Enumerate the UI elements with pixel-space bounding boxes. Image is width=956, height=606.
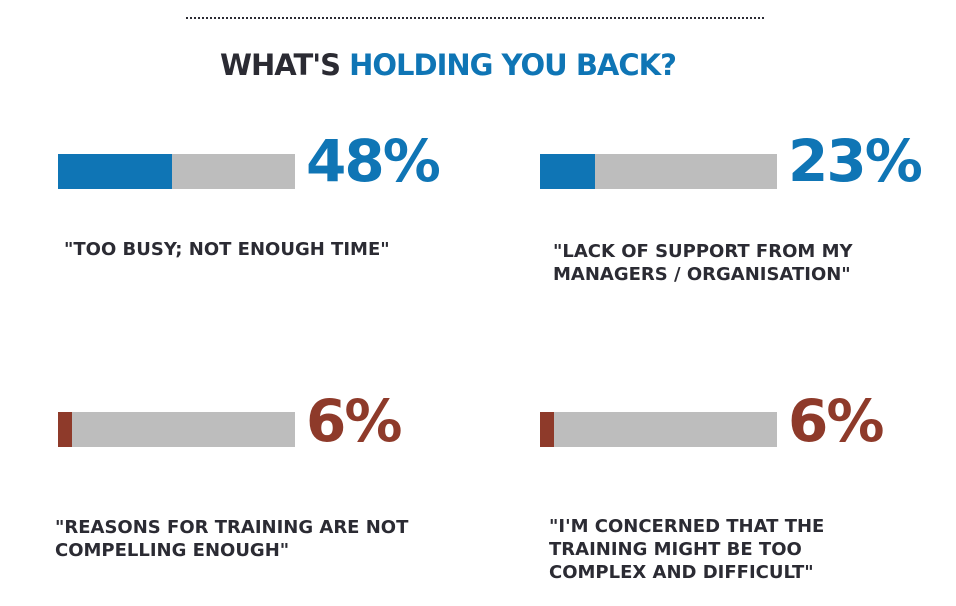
bar-fill-2	[540, 154, 595, 189]
title-part-dark: WHAT'S	[220, 48, 350, 82]
bar-track-3	[58, 412, 295, 447]
stat-label-line: COMPLEX AND DIFFICULT"	[549, 562, 814, 583]
chart-title: WHAT'S HOLDING YOU BACK?	[0, 48, 896, 82]
stat-label-3: "REASONS FOR TRAINING ARE NOT COMPELLING …	[55, 516, 408, 562]
bar-track-1	[58, 154, 295, 189]
dotted-divider	[186, 17, 764, 19]
bar-fill-3	[58, 412, 72, 447]
stat-label-line: MANAGERS / ORGANISATION"	[553, 264, 851, 285]
stat-label-line: COMPELLING ENOUGH"	[55, 540, 290, 561]
percent-value-1: 48%	[306, 127, 441, 195]
stat-label-line: "LACK OF SUPPORT FROM MY	[553, 241, 853, 262]
percent-value-3: 6%	[306, 387, 402, 455]
stat-label-line: TRAINING MIGHT BE TOO	[549, 539, 802, 560]
bar-track-4	[540, 412, 777, 447]
stat-label-4: "I'M CONCERNED THAT THE TRAINING MIGHT BE…	[549, 515, 824, 584]
stat-label-1: "TOO BUSY; NOT ENOUGH TIME"	[64, 238, 390, 261]
percent-value-4: 6%	[788, 387, 884, 455]
stat-label-2: "LACK OF SUPPORT FROM MY MANAGERS / ORGAN…	[553, 240, 853, 286]
stat-label-line: "I'M CONCERNED THAT THE	[549, 516, 825, 537]
stat-label-line: "TOO BUSY; NOT ENOUGH TIME"	[64, 239, 390, 260]
stat-label-line: "REASONS FOR TRAINING ARE NOT	[55, 517, 409, 538]
bar-fill-4	[540, 412, 554, 447]
title-part-blue: HOLDING YOU BACK?	[349, 48, 677, 82]
bar-track-2	[540, 154, 777, 189]
percent-value-2: 23%	[788, 127, 923, 195]
bar-fill-1	[58, 154, 172, 189]
